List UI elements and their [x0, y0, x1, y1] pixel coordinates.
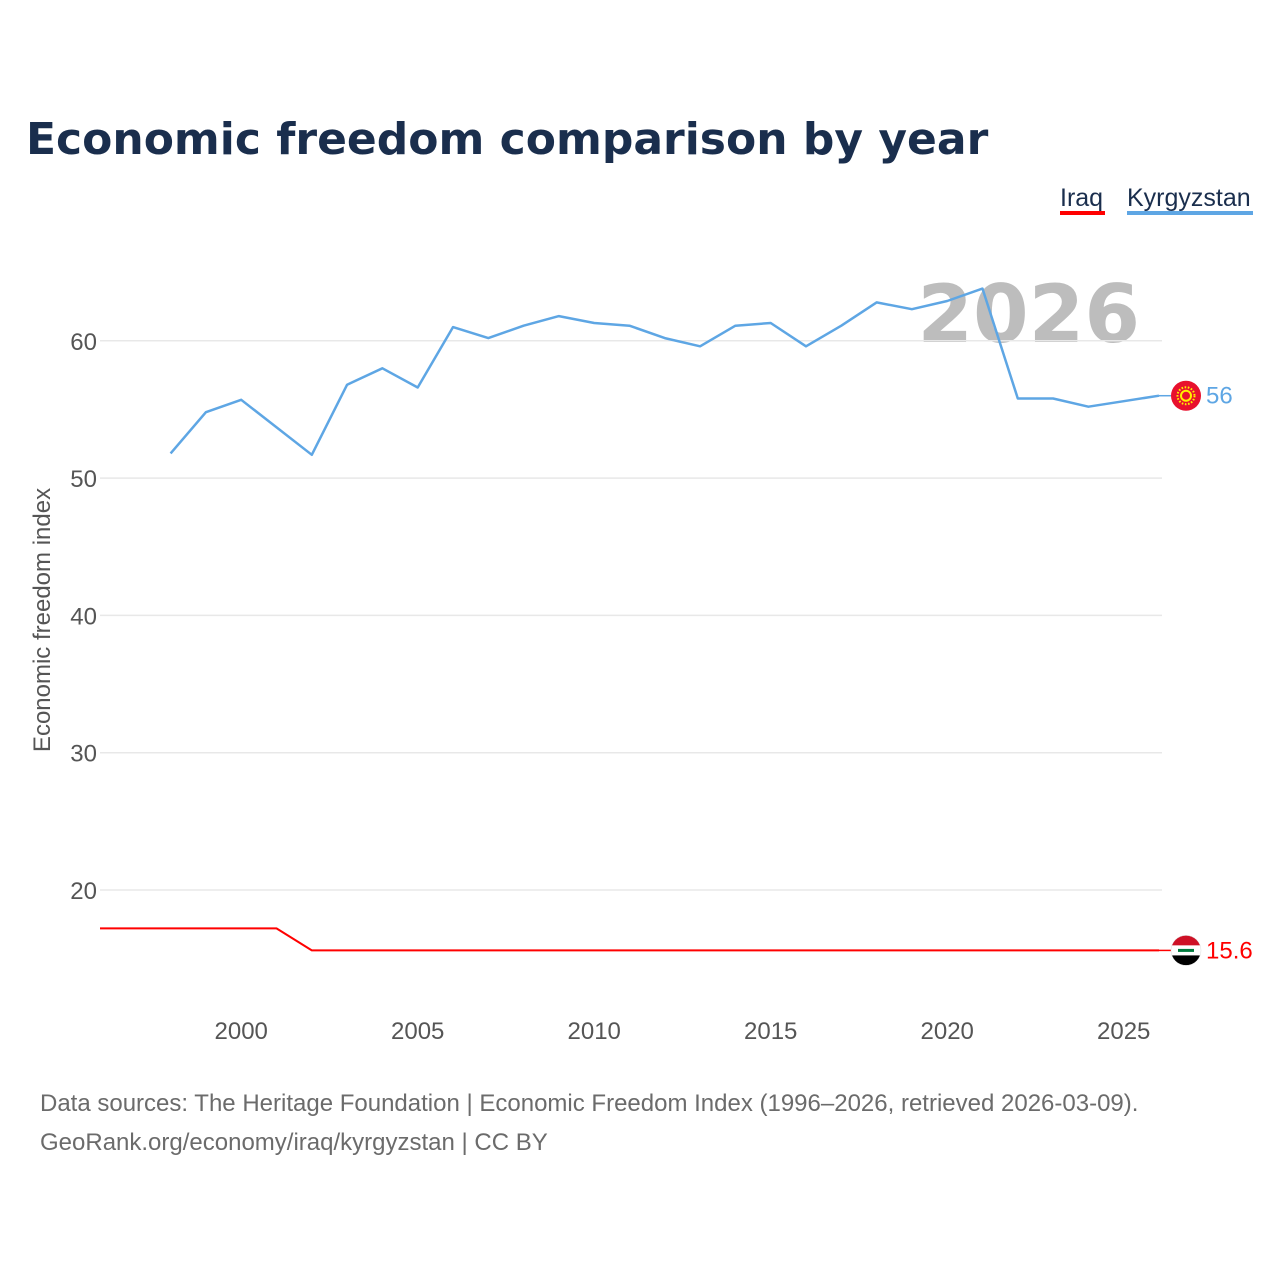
- x-tick-labels: 2000 2005 2010 2015 2020 2025: [215, 1018, 1151, 1045]
- source-line-2: GeoRank.org/economy/iraq/kyrgyzstan | CC…: [40, 1129, 548, 1156]
- legend-label-iraq[interactable]: Iraq: [1060, 184, 1103, 212]
- x-tick-label: 2025: [1097, 1018, 1150, 1045]
- y-tick-labels: 20 30 40 50 60: [70, 329, 97, 905]
- kyrgyzstan-flag-icon: [1171, 380, 1201, 411]
- iraq-flag-icon: [1170, 935, 1202, 966]
- current-year-watermark: 2026: [917, 268, 1140, 361]
- y-tick-label: 60: [70, 329, 97, 356]
- series-layer: [100, 287, 1171, 952]
- legend: Iraq Kyrgyzstan: [1060, 184, 1253, 215]
- source-line-1: Data sources: The Heritage Foundation | …: [40, 1090, 1138, 1117]
- x-tick-label: 2020: [921, 1018, 974, 1045]
- y-tick-label: 50: [70, 466, 97, 493]
- x-tick-label: 2005: [391, 1018, 444, 1045]
- grid-layer: [100, 340, 1162, 891]
- end-label-iraq: 15.6: [1206, 937, 1253, 964]
- series-line-iraq[interactable]: [100, 927, 1159, 952]
- x-tick-label: 2015: [744, 1018, 797, 1045]
- end-label-kyrgyzstan: 56: [1206, 383, 1233, 410]
- y-tick-label: 20: [70, 878, 97, 905]
- x-tick-label: 2010: [568, 1018, 621, 1045]
- y-tick-label: 40: [70, 603, 97, 630]
- y-tick-label: 30: [70, 741, 97, 768]
- series-line-kyrgyzstan[interactable]: [169, 287, 1160, 457]
- x-tick-label: 2000: [215, 1018, 268, 1045]
- y-axis-label: Economic freedom index: [29, 488, 56, 752]
- legend-label-kyrgyzstan[interactable]: Kyrgyzstan: [1127, 184, 1251, 212]
- chart-title: Economic freedom comparison by year: [26, 114, 989, 165]
